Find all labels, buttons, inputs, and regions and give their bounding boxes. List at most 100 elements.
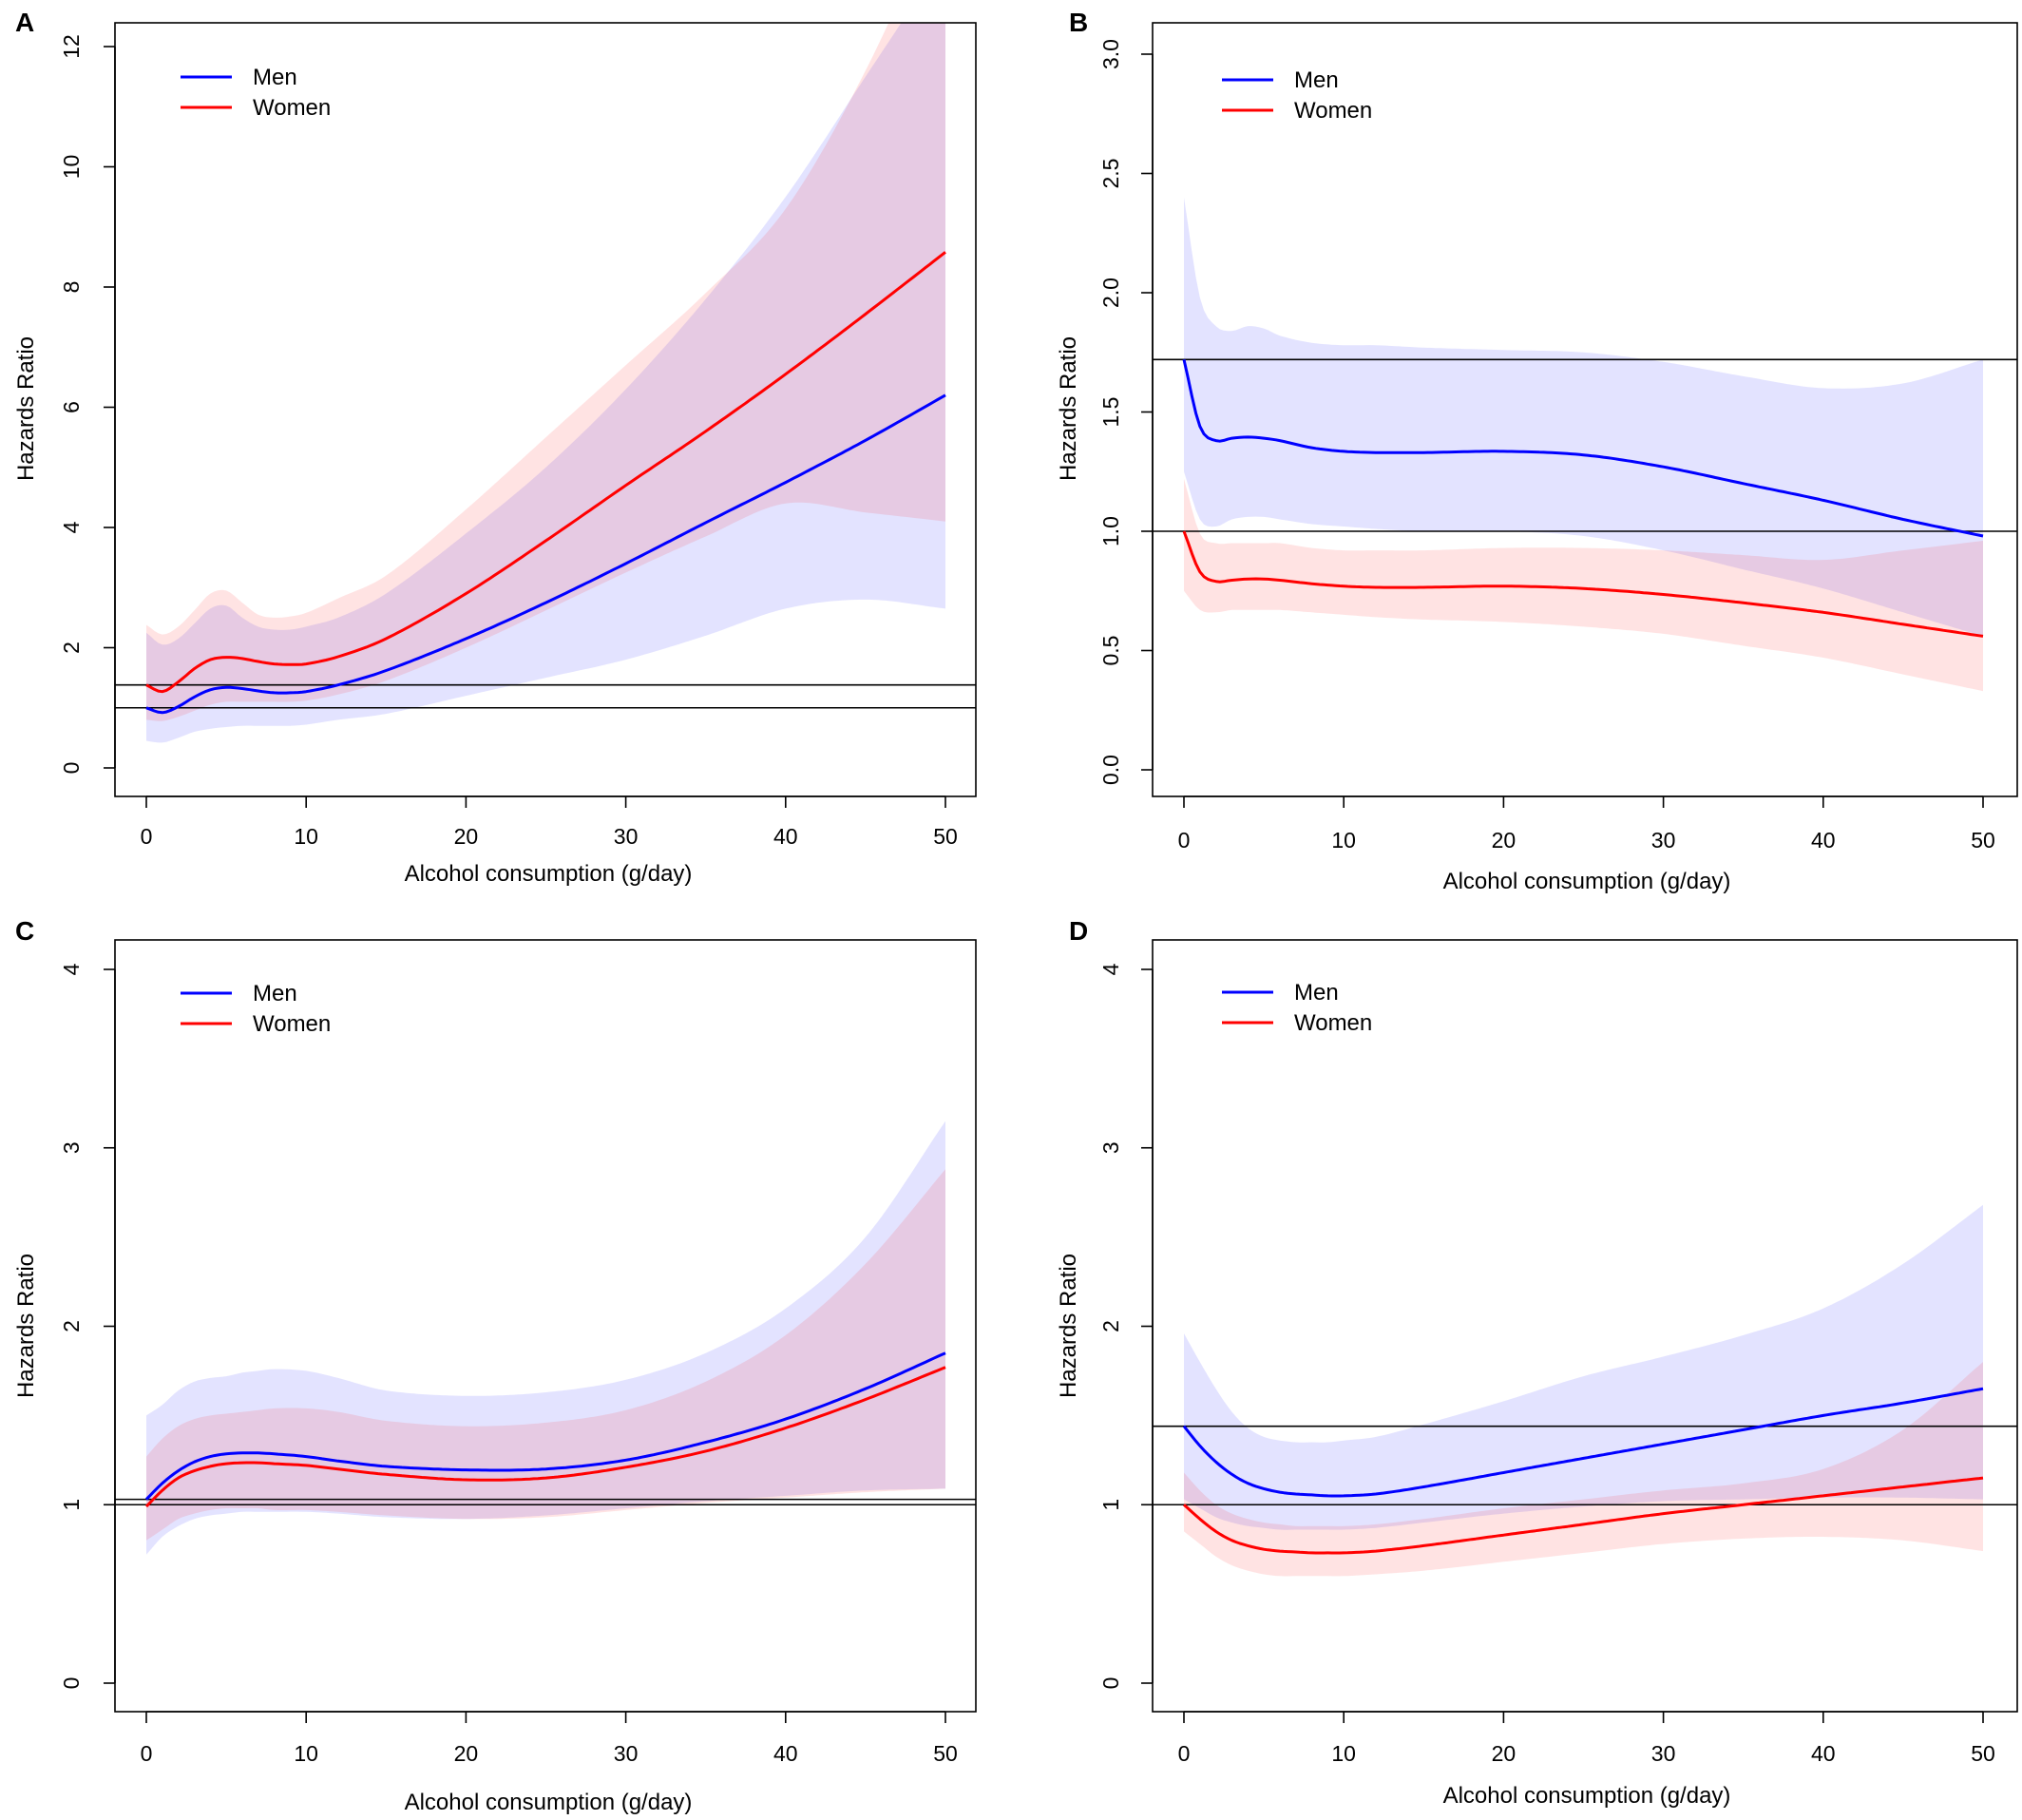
series-line-women xyxy=(144,1366,946,1508)
y-tick-label: 1 xyxy=(1098,1499,1123,1511)
y-tick-label: 12 xyxy=(59,34,84,59)
y-axis-title: Hazards Ratio xyxy=(13,336,39,481)
x-tick-label: 20 xyxy=(454,824,479,849)
y-tick-label: 3 xyxy=(59,1141,84,1154)
x-tick-label: 50 xyxy=(1971,1741,1995,1766)
confidence-bands xyxy=(1184,197,1983,692)
y-tick-label: 1 xyxy=(59,1499,84,1511)
series-line-men xyxy=(1182,358,1984,538)
x-tick-label: 20 xyxy=(454,1741,479,1766)
panel-b: 0 10 20 30 40 50 0.0 0.5 1.0 1.5 2.0 2.5 3.0 Alcohol … xyxy=(1056,8,2018,894)
x-tick-label: 10 xyxy=(294,1741,318,1766)
y-tick-label: 2 xyxy=(59,1320,84,1332)
y-tick-label: 1.0 xyxy=(1098,516,1123,546)
y-tick-label: 8 xyxy=(59,281,84,294)
x-tick-label: 40 xyxy=(1811,828,1836,853)
x-axis: 0 10 20 30 40 50 xyxy=(1178,795,1995,853)
legend-label-women: Women xyxy=(253,95,331,121)
y-tick-label: 3 xyxy=(1098,1141,1123,1154)
panel-c: 0 10 20 30 40 50 0 1 2 3 4 Alcohol consumption (g/d… xyxy=(13,916,977,1815)
y-tick-label: 0 xyxy=(59,1677,84,1690)
x-tick-label: 40 xyxy=(1811,1741,1836,1766)
series-line-women xyxy=(1182,530,1984,638)
x-tick-label: 40 xyxy=(773,824,798,849)
band-women xyxy=(146,1169,945,1541)
panel-d: 0 10 20 30 40 50 0 1 2 3 4 Alcohol consumption (g/d… xyxy=(1056,916,2018,1809)
series-line-women xyxy=(1183,1476,1984,1555)
band-men xyxy=(146,23,945,743)
y-tick-label: 10 xyxy=(59,155,84,180)
panel-letter: C xyxy=(15,916,34,946)
x-tick-label: 0 xyxy=(141,1741,153,1766)
legend: Men Women xyxy=(1222,67,1372,124)
band-women xyxy=(1184,1362,1983,1577)
x-tick-label: 10 xyxy=(294,824,318,849)
legend-label-men: Men xyxy=(253,981,297,1006)
y-tick-label: 4 xyxy=(59,521,84,533)
x-tick-label: 0 xyxy=(141,824,153,849)
x-tick-label: 10 xyxy=(1331,828,1356,853)
y-tick-label: 4 xyxy=(59,963,84,975)
panel-letter: A xyxy=(15,8,34,37)
legend-label-women: Women xyxy=(1294,1010,1372,1036)
y-tick-label: 2 xyxy=(59,642,84,654)
panel-letter: D xyxy=(1069,916,1088,946)
band-women xyxy=(1184,478,1983,692)
series-line-men xyxy=(1182,1387,1984,1498)
y-axis-title: Hazards Ratio xyxy=(1056,1254,1081,1398)
legend-label-women: Women xyxy=(1294,98,1372,124)
series-lines xyxy=(144,1351,946,1508)
band-men xyxy=(1184,1204,1983,1530)
series-lines xyxy=(1182,1387,1984,1555)
y-tick-label: 0 xyxy=(1098,1677,1123,1690)
y-tick-label: 3.0 xyxy=(1098,39,1123,69)
panel-a: 0 10 20 30 40 50 0 2 4 6 8 10 12 Alcohol consumption … xyxy=(13,8,977,887)
y-tick-label: 1.5 xyxy=(1098,397,1123,428)
legend: Men Women xyxy=(181,981,331,1037)
y-tick-label: 2 xyxy=(1098,1320,1123,1332)
legend-label-men: Men xyxy=(1294,67,1339,93)
series-lines xyxy=(1182,358,1984,638)
panel-letter: B xyxy=(1069,8,1088,37)
y-axis-title: Hazards Ratio xyxy=(1056,336,1081,481)
x-axis: 0 10 20 30 40 50 xyxy=(1178,1711,1995,1766)
x-axis-title: Alcohol consumption (g/day) xyxy=(405,861,693,887)
x-axis: 0 10 20 30 40 50 xyxy=(141,1711,958,1766)
series-line-women xyxy=(145,251,946,694)
legend-label-women: Women xyxy=(253,1011,331,1037)
x-tick-label: 20 xyxy=(1492,1741,1516,1766)
x-axis-title: Alcohol consumption (g/day) xyxy=(405,1790,693,1815)
series-line-men xyxy=(144,1351,946,1501)
band-men xyxy=(1184,197,1983,637)
x-tick-label: 30 xyxy=(1651,1741,1676,1766)
y-axis-title: Hazards Ratio xyxy=(13,1254,39,1398)
y-tick-label: 6 xyxy=(59,401,84,413)
band-women xyxy=(146,23,945,721)
confidence-bands xyxy=(146,23,945,743)
x-tick-label: 10 xyxy=(1331,1741,1356,1766)
x-tick-label: 0 xyxy=(1178,1741,1191,1766)
confidence-bands xyxy=(146,1121,945,1555)
legend-label-men: Men xyxy=(253,65,297,90)
x-tick-label: 40 xyxy=(773,1741,798,1766)
legend: Men Women xyxy=(1222,980,1372,1036)
x-axis-title: Alcohol consumption (g/day) xyxy=(1443,1783,1731,1809)
y-axis: 0.0 0.5 1.0 1.5 2.0 2.5 3.0 xyxy=(1098,39,1154,785)
series-lines xyxy=(145,251,946,715)
y-tick-label: 0.5 xyxy=(1098,636,1123,666)
x-tick-label: 20 xyxy=(1492,828,1516,853)
x-tick-label: 50 xyxy=(933,1741,958,1766)
series-line-men xyxy=(145,393,946,715)
y-axis: 0 1 2 3 4 xyxy=(59,963,116,1690)
y-tick-label: 2.5 xyxy=(1098,159,1123,189)
legend-label-men: Men xyxy=(1294,980,1339,1006)
x-tick-label: 0 xyxy=(1178,828,1191,853)
y-tick-label: 2.0 xyxy=(1098,278,1123,308)
y-tick-label: 0 xyxy=(59,762,84,775)
x-tick-label: 30 xyxy=(614,824,639,849)
y-tick-label: 4 xyxy=(1098,963,1123,975)
confidence-bands xyxy=(1184,1204,1983,1577)
x-tick-label: 50 xyxy=(933,824,958,849)
x-tick-label: 50 xyxy=(1971,828,1995,853)
